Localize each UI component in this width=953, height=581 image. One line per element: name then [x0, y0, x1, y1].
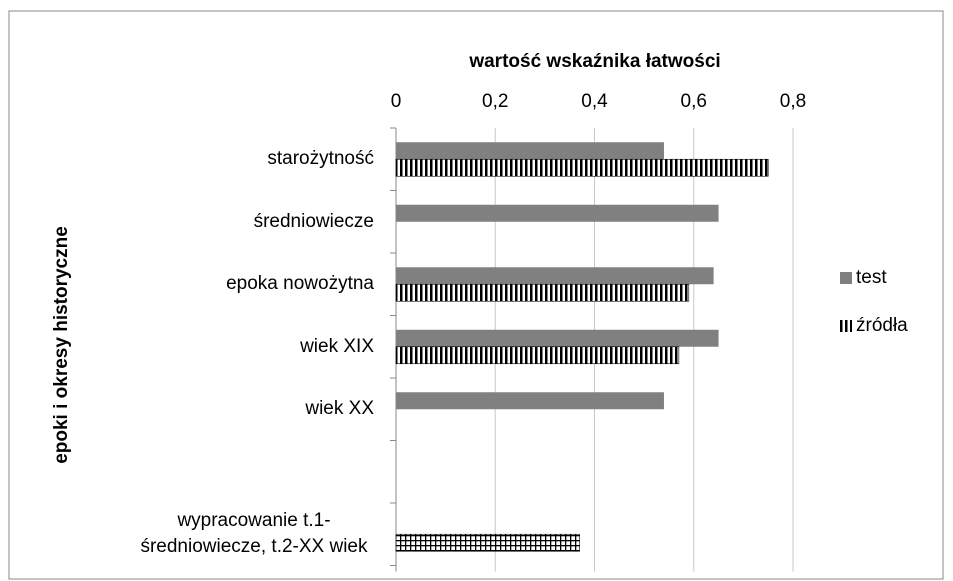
bar: [396, 267, 714, 285]
y-tick-label: starożytność: [267, 148, 374, 170]
y-axis-title: epoki i okresy historyczne: [51, 226, 72, 464]
x-tick-label: 0,2: [482, 91, 508, 112]
legend-swatch: [840, 272, 852, 284]
x-tick-label: 0: [391, 91, 402, 112]
bar: [396, 329, 719, 347]
chart-border: [8, 10, 944, 580]
bar: [395, 283, 690, 302]
y-tick-label: wiek XIX: [300, 335, 374, 357]
x-axis-title: wartość wskaźnika łatwości: [468, 51, 720, 72]
bar: [396, 142, 664, 160]
x-tick-label: 0,6: [681, 91, 707, 112]
y-tick-label: epoka nowożytna: [226, 273, 374, 295]
bar: [396, 204, 719, 222]
legend-label: źródła: [856, 315, 908, 336]
bar: [395, 158, 769, 177]
x-tick-label: 0,4: [581, 91, 608, 112]
y-tick-label: wiek XX: [305, 398, 374, 420]
y-tick-label: średniowiecze: [253, 210, 374, 232]
y-tick-label: wypracowanie t.1-średniowiecze, t.2-XX w…: [140, 510, 368, 558]
bar: [395, 346, 680, 365]
bar: [395, 533, 580, 552]
legend-label: test: [856, 267, 887, 288]
bar: [396, 392, 664, 410]
legend-swatch: [840, 320, 852, 332]
x-tick-label: 0,8: [780, 91, 806, 112]
